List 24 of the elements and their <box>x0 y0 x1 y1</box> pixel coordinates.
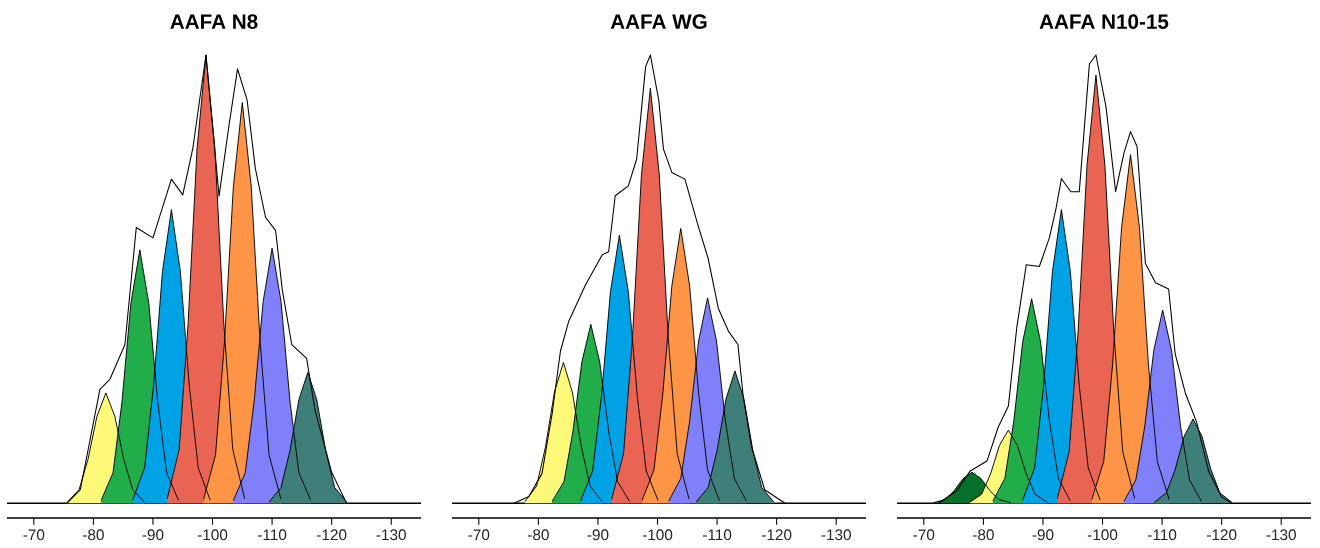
x-tick-label: -80 <box>972 529 994 541</box>
x-tick-label: -70 <box>913 529 935 541</box>
x-tick-label: -90 <box>142 529 164 541</box>
x-tick-label: -90 <box>1032 529 1054 541</box>
x-tick-label: -80 <box>82 529 104 541</box>
x-tick-label: -130 <box>1266 529 1296 541</box>
x-tick-label: -70 <box>468 529 490 541</box>
x-tick-label: -110 <box>703 529 732 541</box>
x-tick-label: -90 <box>587 529 609 541</box>
x-tick-label: -110 <box>1147 529 1177 541</box>
x-tick-label: -130 <box>821 529 851 541</box>
x-tick-label: -120 <box>317 529 347 541</box>
x-tick-label: -100 <box>197 529 228 541</box>
x-tick-label: -100 <box>642 529 673 541</box>
x-tick-label: -120 <box>1206 529 1237 541</box>
x-tick-label: -100 <box>1087 529 1118 541</box>
x-tick-label: -110 <box>258 529 287 541</box>
x-tick-label: -130 <box>376 529 406 541</box>
chart-title: AAFA WG <box>610 14 707 29</box>
x-tick-label: -70 <box>23 529 45 541</box>
x-tick-label: -80 <box>527 529 549 541</box>
chart-title: AAFA N10-15 <box>1039 14 1169 29</box>
x-tick-label: -120 <box>762 529 792 541</box>
chart-title: AAFA N8 <box>170 14 258 29</box>
